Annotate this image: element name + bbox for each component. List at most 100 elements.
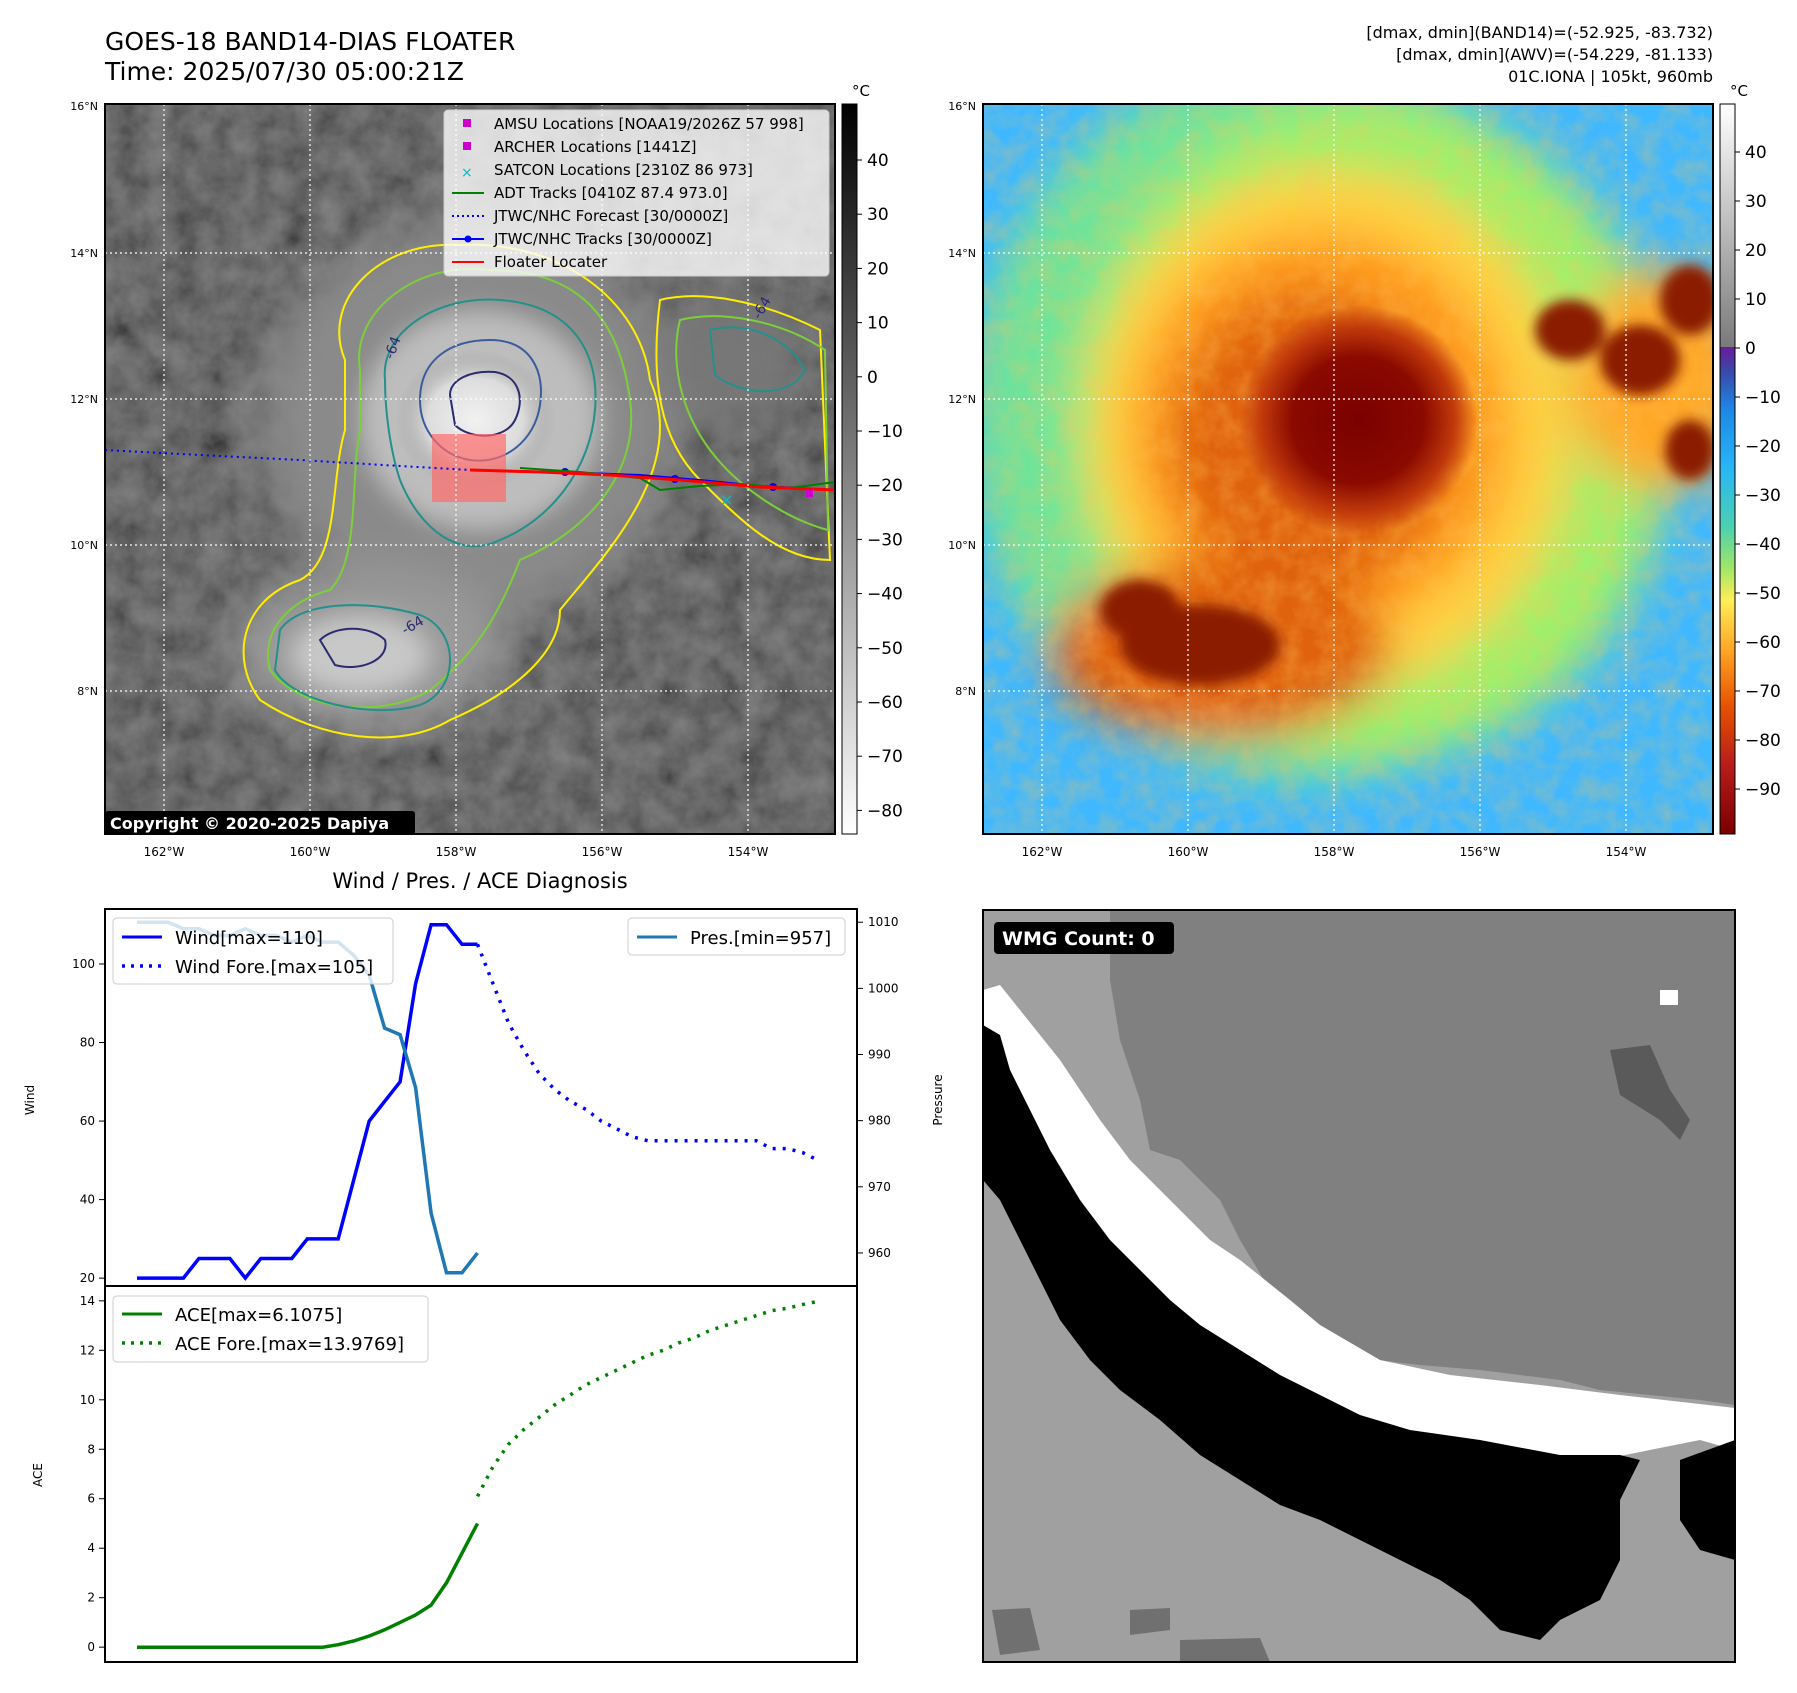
legend-ace: ACE[max=6.1075]	[175, 1305, 342, 1326]
awv-colorbar-label: −90	[1745, 780, 1781, 800]
lon-label-158w: 158°W	[436, 845, 477, 859]
ir-colorbar-label: −20	[867, 476, 903, 496]
ir-colorbar-label: −30	[867, 530, 903, 550]
pressure-axis-tick-label: 980	[868, 1114, 891, 1128]
wind-legend: Wind[max=110] Wind Fore.[max=105]	[112, 917, 394, 985]
diagnosis-title: Wind / Pres. / ACE Diagnosis	[332, 869, 627, 893]
awv-colorbar-label: 40	[1745, 143, 1767, 163]
awv-colorbar-label: 20	[1745, 241, 1767, 261]
svg-text:8°N: 8°N	[955, 685, 976, 698]
svg-text:12°N: 12°N	[948, 393, 976, 406]
legend-jtwc-tracks: JTWC/NHC Tracks [30/0000Z]	[452, 230, 712, 248]
band14-range: [dmax, dmin](BAND14)=(-52.925, -83.732)	[1366, 23, 1713, 42]
svg-text:ARCHER Locations [1441Z]: ARCHER Locations [1441Z]	[494, 138, 697, 156]
ir-contour-teal	[383, 298, 597, 548]
ir-map-panel: -64 -64 -64 ×	[70, 82, 903, 859]
svg-text:154°W: 154°W	[1606, 845, 1647, 859]
pressure-axis-tick-label: 1000	[868, 981, 899, 995]
ir-colorbar-label: −50	[867, 639, 903, 659]
ir-lat-labels: 16°N 14°N 12°N 10°N 8°N	[70, 100, 98, 698]
pressure-axis-tick-label: 970	[868, 1180, 891, 1194]
wmg-count-badge	[994, 922, 1174, 954]
lon-label-162w: 162°W	[144, 845, 185, 859]
svg-text:158°W: 158°W	[1314, 845, 1355, 859]
ace-axis-tick-label: 0	[87, 1640, 95, 1654]
legend-wind-fore: Wind Fore.[max=105]	[175, 957, 373, 978]
series-ace-max	[137, 1522, 480, 1649]
lat-label-16n: 16°N	[70, 100, 98, 113]
awv-gridlines	[983, 104, 1713, 834]
wind-axis-tick-label: 60	[80, 1114, 95, 1128]
ace-axis-tick-label: 14	[80, 1294, 95, 1308]
svg-text:ADT Tracks [0410Z 87.4 973.0]: ADT Tracks [0410Z 87.4 973.0]	[494, 184, 728, 202]
svg-text:16°N: 16°N	[948, 100, 976, 113]
svg-text:162°W: 162°W	[1022, 845, 1063, 859]
ir-legend: AMSU Locations [NOAA19/2026Z 57 998] ARC…	[443, 109, 830, 277]
awv-colorbar-label: −80	[1745, 731, 1781, 751]
wind-axis-tick-label: 40	[80, 1193, 95, 1207]
ir-colorbar-label: 20	[867, 259, 889, 279]
legend-pressure: Pres.[min=957]	[690, 928, 831, 949]
ace-axis-tick-label: 8	[87, 1442, 95, 1456]
awv-colorbar-label: −10	[1745, 388, 1781, 408]
ir-colorbar-unit: °C	[852, 82, 870, 100]
awv-lon-labels: 162°W 160°W 158°W 156°W 154°W	[1022, 845, 1647, 859]
wind-axis-tick-label: 20	[80, 1271, 95, 1285]
diagnosis-chart: Wind / Pres. / ACE Diagnosis 20406080100…	[23, 869, 945, 1663]
lat-label-10n: 10°N	[70, 539, 98, 552]
svg-text:JTWC/NHC Tracks [30/0000Z]: JTWC/NHC Tracks [30/0000Z]	[493, 230, 712, 248]
awv-colorbar-label: −50	[1745, 584, 1781, 604]
ace-axis-label: ACE	[31, 1463, 45, 1487]
figure-title: GOES-18 BAND14-DIAS FLOATER	[105, 27, 515, 56]
ace-legend: ACE[max=6.1075] ACE Fore.[max=13.9769]	[112, 1295, 429, 1363]
lat-label-14n: 14°N	[70, 247, 98, 260]
wmg-region-white	[983, 985, 1735, 1475]
legend-archer: ARCHER Locations [1441Z]	[463, 138, 697, 156]
lon-label-156w: 156°W	[582, 845, 623, 859]
satcon-marker: ×	[720, 490, 733, 509]
contour-label-1: -64	[382, 334, 405, 361]
legend-jtwc-forecast: JTWC/NHC Forecast [30/0000Z]	[452, 207, 728, 225]
awv-colorbar-label: 30	[1745, 192, 1767, 212]
ir-colorbar-label: −40	[867, 585, 903, 605]
awv-colorbar-label: −30	[1745, 486, 1781, 506]
svg-text:Floater Locater: Floater Locater	[494, 253, 608, 271]
pressure-axis-tick-label: 1010	[868, 915, 899, 929]
ir-colorbar-label: 0	[867, 368, 878, 388]
awv-range: [dmax, dmin](AWV)=(-54.229, -81.133)	[1396, 45, 1713, 64]
figure-time: Time: 2025/07/30 05:00:21Z	[104, 57, 464, 86]
svg-text:160°W: 160°W	[1168, 845, 1209, 859]
ace-axis-tick-label: 12	[80, 1343, 95, 1357]
awv-colorbar: °C 40 30 20 10 0 −10 −20 −30 −40 −50 −60 −70 −80 −90	[1719, 82, 1781, 835]
ace-axis-tick-label: 10	[80, 1393, 95, 1407]
awv-lat-labels: 16°N 14°N 12°N 10°N 8°N	[948, 100, 976, 698]
ir-frame	[104, 103, 836, 835]
legend-ace-fore: ACE Fore.[max=13.9769]	[175, 1334, 404, 1355]
svg-text:JTWC/NHC Forecast [30/0000Z]: JTWC/NHC Forecast [30/0000Z]	[493, 207, 728, 225]
series-ace-fore-max	[475, 1299, 819, 1498]
storm-info: 01C.IONA | 105kt, 960mb	[1508, 67, 1713, 86]
series-wind-fore-max	[475, 943, 819, 1162]
awv-colorbar-label: −40	[1745, 535, 1781, 555]
ir-colorbar: °C 40 30 20 10 0 −10 −20 −30 −40 −50 −60 −70 −80	[841, 82, 903, 835]
pressure-axis-tick-label: 990	[868, 1048, 891, 1062]
ace-axis-tick-label: 4	[87, 1541, 95, 1555]
lon-label-154w: 154°W	[728, 845, 769, 859]
awv-core	[1238, 305, 1478, 535]
wmg-region-black	[983, 1025, 1640, 1640]
lat-label-8n: 8°N	[77, 685, 98, 698]
lon-label-160w: 160°W	[290, 845, 331, 859]
amsu-marker	[806, 490, 813, 497]
ir-colorbar-label: −80	[867, 801, 903, 821]
ir-colorbar-label: −60	[867, 693, 903, 713]
wind-axis-tick-label: 80	[80, 1036, 95, 1050]
pressure-axis-label: Pressure	[931, 1074, 945, 1125]
awv-deep-convection	[1100, 265, 1713, 685]
ir-lon-labels: 162°W 160°W 158°W 156°W 154°W	[144, 845, 769, 859]
copyright-badge	[105, 811, 415, 834]
ace-axis-tick-label: 2	[87, 1591, 95, 1605]
awv-map-panel: 16°N 14°N 12°N 10°N 8°N 162°W 160°W 158°…	[948, 82, 1781, 859]
wmg-region-black-east	[1680, 1440, 1735, 1560]
ir-colorbar-label: 10	[867, 314, 889, 334]
ace-subplot-frame	[104, 1285, 858, 1663]
